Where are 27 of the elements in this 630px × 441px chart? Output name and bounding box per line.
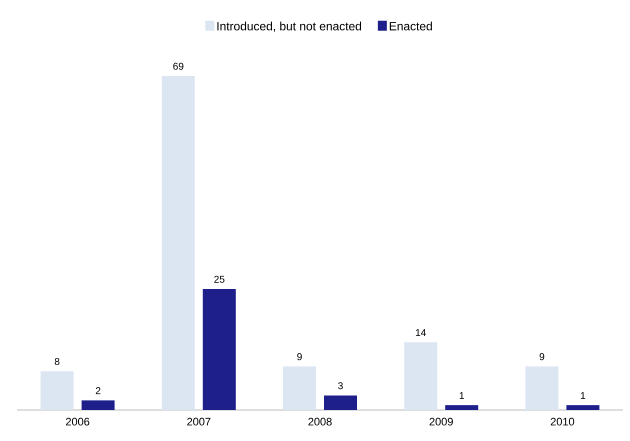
data-label: 14 [416, 329, 426, 336]
bar [40, 371, 74, 410]
bar [324, 395, 358, 410]
legend-label: Enacted [390, 22, 432, 30]
x-tick-label: 2006 [66, 418, 90, 426]
data-label: 2 [96, 387, 100, 394]
bar [82, 400, 115, 410]
data-label: 1 [580, 392, 586, 399]
x-tick-label: 2008 [308, 418, 332, 426]
bar [404, 342, 438, 410]
data-label: 3 [338, 382, 343, 390]
legend-label: Introduced, but not enacted [217, 22, 362, 32]
data-label: 8 [54, 358, 60, 366]
x-tick-label: 2010 [550, 418, 574, 426]
bar [283, 366, 316, 410]
x-tick-label: 2009 [430, 418, 453, 426]
data-label: 69 [173, 62, 184, 70]
bar [162, 76, 195, 410]
data-label: 9 [540, 353, 544, 360]
data-label: 25 [214, 276, 224, 283]
data-label: 9 [297, 353, 302, 360]
bar [566, 405, 600, 410]
bar [525, 366, 558, 410]
bar [202, 288, 236, 410]
data-label: 1 [460, 392, 464, 399]
bar [445, 405, 478, 410]
x-tick-label: 2007 [187, 418, 210, 426]
